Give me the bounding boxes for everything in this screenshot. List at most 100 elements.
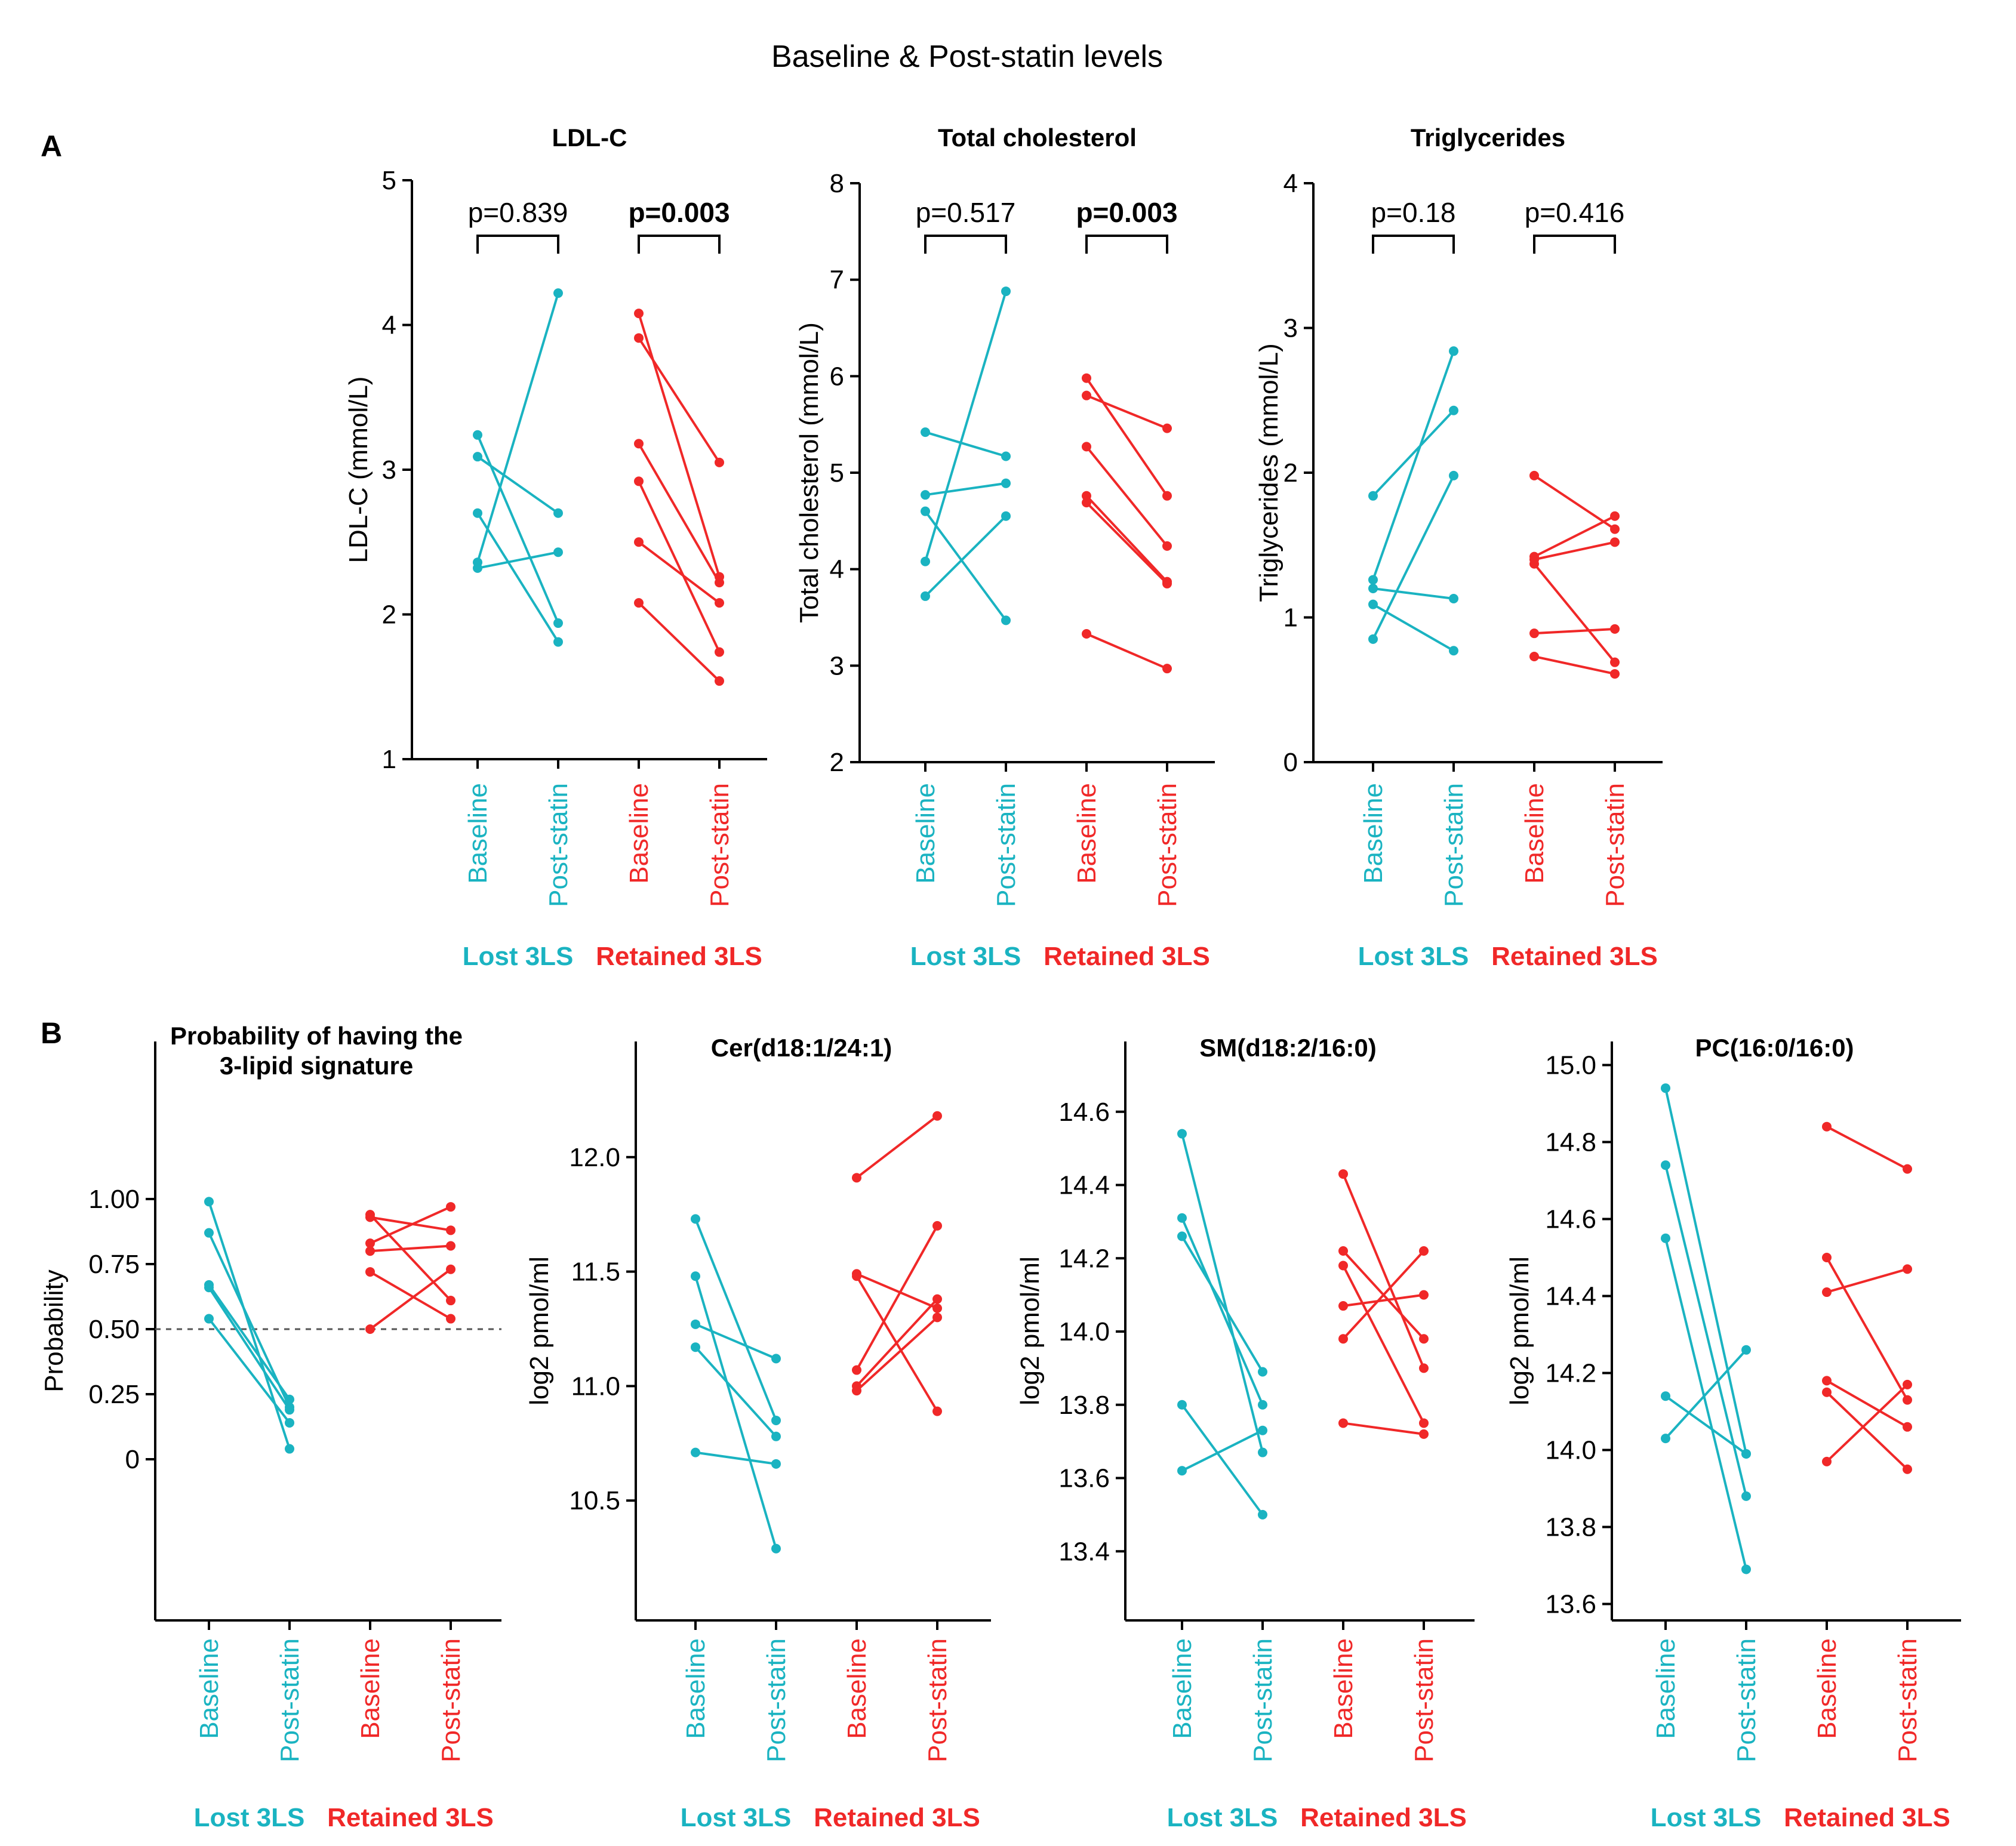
paired-line-retained <box>638 541 721 604</box>
y-tick-label: 4 <box>382 311 396 340</box>
data-point-baseline-lost <box>921 556 930 566</box>
group-label: Lost 3LS <box>910 942 1021 971</box>
data-point-post-statin-retained <box>1419 1290 1429 1300</box>
p-value-label: p=0.003 <box>628 197 730 228</box>
data-point-post-statin-lost <box>553 637 563 647</box>
significance-bracket <box>638 235 721 254</box>
y-tick-label: 15.0 <box>1545 1051 1596 1080</box>
data-point-post-statin-lost <box>1001 478 1011 488</box>
data-point-post-statin-retained <box>932 1406 942 1416</box>
p-value-label: p=0.18 <box>1371 197 1456 228</box>
data-point-baseline-lost <box>1368 491 1378 501</box>
y-axis-label: Triglycerides (mmol/L) <box>1254 343 1284 602</box>
paired-line-retained <box>1534 627 1615 635</box>
data-point-baseline-retained <box>1529 470 1539 480</box>
data-point-baseline-retained <box>852 1271 861 1281</box>
data-point-post-statin-retained <box>1903 1422 1912 1432</box>
paired-line-retained <box>1826 1257 1909 1401</box>
data-point-post-statin-retained <box>1610 511 1620 521</box>
data-point-post-statin-retained <box>446 1202 455 1212</box>
data-point-post-statin-retained <box>446 1225 455 1235</box>
data-point-baseline-lost <box>204 1283 214 1293</box>
y-tick-label: 3 <box>1284 314 1298 343</box>
paired-line-lost <box>925 482 1007 497</box>
significance-bracket <box>476 235 559 254</box>
paired-line-retained <box>1533 474 1616 531</box>
paired-line-retained <box>1085 495 1168 583</box>
significance-bracket <box>1085 235 1168 254</box>
y-tick-label: 14.0 <box>1058 1317 1110 1346</box>
data-point-post-statin-retained <box>1903 1164 1912 1174</box>
data-point-baseline-retained <box>634 476 644 486</box>
data-point-post-statin-retained <box>1903 1395 1912 1405</box>
y-axis-label: log2 pmol/ml <box>1505 1256 1534 1405</box>
data-point-baseline-retained <box>365 1246 375 1256</box>
paired-line-lost <box>476 434 559 624</box>
data-point-post-statin-retained <box>715 457 724 467</box>
category-label: Post-statin <box>705 783 734 907</box>
data-point-post-statin-retained <box>446 1264 455 1274</box>
paired-line-lost <box>1181 1235 1264 1373</box>
y-tick-label: 6 <box>830 362 844 391</box>
paired-line-retained <box>369 1268 452 1330</box>
significance-bracket <box>924 235 1007 254</box>
paired-line-retained <box>1826 1379 1908 1428</box>
y-tick-label: 0.25 <box>88 1380 140 1409</box>
category-label: Baseline <box>911 783 940 884</box>
panel-title: PC(16:0/16:0) <box>1695 1034 1854 1062</box>
group-label: Retained 3LS <box>1300 1803 1467 1832</box>
chart-cer: 10.5 11.0 11.5 12.0 Cer(d18:1/24:1) log2 pmol… <box>525 1034 991 1832</box>
y-tick-label: 5 <box>382 166 396 195</box>
data-point-baseline-retained <box>365 1324 375 1334</box>
category-label: Baseline <box>624 783 654 884</box>
category-label: Post-statin <box>1601 783 1630 907</box>
paired-line-retained <box>1534 514 1615 558</box>
paired-line-lost <box>924 291 1007 562</box>
data-point-baseline-retained <box>1529 554 1539 565</box>
data-point-post-statin-lost <box>771 1431 781 1441</box>
y-tick-label: 14.2 <box>1058 1244 1110 1273</box>
data-point-baseline-lost <box>1177 1129 1187 1139</box>
data-point-post-statin-retained <box>446 1296 455 1306</box>
paired-line-lost <box>1664 1395 1747 1455</box>
data-point-post-statin-retained <box>446 1241 455 1251</box>
data-point-post-statin-retained <box>1162 491 1172 501</box>
chart-pc: 13.6 13.8 14.0 14.2 14.4 14.6 14.8 15.0 PC(16:0/… <box>1505 1034 1961 1832</box>
data-point-baseline-lost <box>1368 634 1378 644</box>
paired-line-retained <box>1342 1265 1425 1424</box>
paired-line-lost <box>1181 1429 1263 1472</box>
y-tick-label: 1.00 <box>88 1185 140 1214</box>
p-value-label: p=0.517 <box>916 197 1016 228</box>
paired-line-lost <box>694 1346 777 1438</box>
data-point-baseline-lost <box>1177 1213 1187 1223</box>
paired-line-retained <box>855 1115 938 1179</box>
data-point-post-statin-lost <box>1258 1400 1267 1410</box>
data-point-baseline-lost <box>691 1271 700 1281</box>
category-label: Post-statin <box>544 783 573 907</box>
data-point-post-statin-retained <box>1162 578 1172 588</box>
group-label: Lost 3LS <box>1167 1803 1278 1832</box>
y-axis-label: LDL-C (mmol/L) <box>344 377 373 563</box>
data-point-baseline-lost <box>473 452 482 462</box>
paired-line-lost <box>208 1287 291 1411</box>
y-tick-label: 14.4 <box>1545 1282 1596 1311</box>
data-point-post-statin-lost <box>771 1354 781 1364</box>
paired-line-lost <box>1372 409 1455 497</box>
y-tick-label: 11.5 <box>571 1258 620 1287</box>
data-point-post-statin-lost <box>1258 1367 1267 1377</box>
data-point-post-statin-retained <box>932 1303 942 1313</box>
paired-line-lost <box>208 1284 291 1400</box>
data-point-baseline-retained <box>1082 628 1091 639</box>
data-point-post-statin-lost <box>1449 593 1458 603</box>
data-point-post-statin-retained <box>932 1312 942 1323</box>
y-tick-label: 7 <box>830 266 844 295</box>
y-tick-label: 0 <box>125 1445 140 1474</box>
y-tick-label: 1 <box>382 745 396 774</box>
category-label: Baseline <box>1359 783 1388 884</box>
y-tick-label: 4 <box>830 555 844 584</box>
paired-line-lost <box>1181 1404 1264 1516</box>
data-point-post-statin-retained <box>932 1294 942 1304</box>
chart-tc: 2 3 4 5 6 7 8 Total cholesterol Total cholestero… <box>795 124 1215 971</box>
category-label: Post-statin <box>1153 783 1182 907</box>
